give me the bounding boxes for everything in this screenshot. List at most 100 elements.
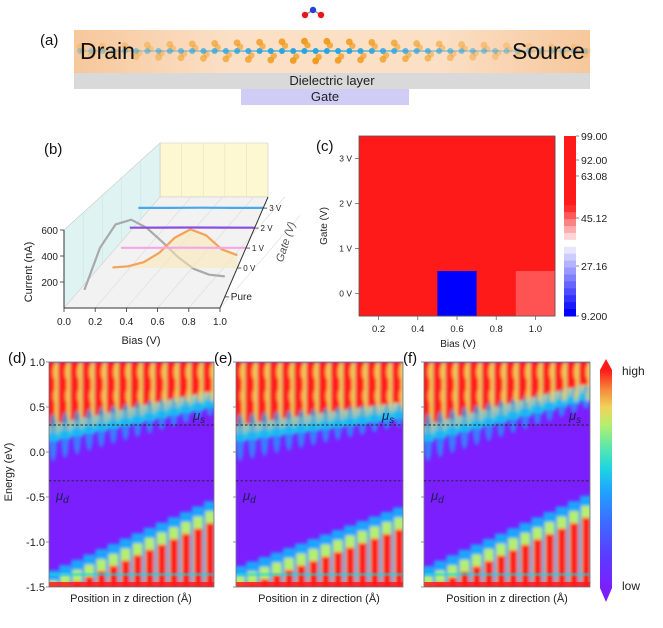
x-tick-label: 0.2 [372, 324, 385, 335]
sulfur-atom [99, 42, 106, 50]
ldos-features [49, 362, 214, 587]
ldos-features [424, 362, 590, 587]
sulfur-atom [491, 53, 499, 61]
colorbar-step [564, 253, 576, 262]
cb-speckle [77, 390, 82, 402]
oxygen-atom [317, 11, 325, 19]
cb-speckle [288, 365, 294, 379]
cb-speckle [288, 390, 293, 402]
vb-core [545, 534, 554, 587]
cb-speckle [113, 365, 118, 379]
x-tick-label: 0.8 [490, 324, 503, 335]
x-axis-title-f: Position in z direction (Å) [446, 592, 568, 605]
sulfur-atom [143, 41, 151, 49]
cb-dip [272, 411, 281, 454]
colorbar-step [564, 260, 576, 269]
cb-speckle [113, 390, 118, 402]
cb-speckle [586, 390, 590, 402]
oxygen-atom [301, 11, 309, 19]
cb-speckle [427, 365, 433, 379]
vb-mid [259, 567, 270, 587]
cb-speckle [398, 365, 403, 379]
cb-core [236, 362, 242, 426]
colorbar-step [564, 142, 576, 151]
cb-dip [472, 404, 481, 446]
heatmap-cell [515, 136, 556, 182]
cb-speckle [452, 365, 457, 379]
curve-pure [83, 218, 225, 291]
cb-dip [60, 411, 70, 459]
cb-speckle [173, 365, 178, 379]
drain-label: Drain [80, 38, 135, 64]
cb-core [433, 362, 443, 423]
cb-dip [73, 410, 82, 455]
energy-axis-title: Energy (eV) [3, 443, 15, 502]
cb-speckle [52, 365, 58, 379]
vb-core [460, 571, 469, 587]
sulfur-atom [458, 41, 465, 48]
cb-speckle [210, 390, 214, 402]
sulfur-atom [113, 49, 120, 56]
sulfur-atom [293, 53, 300, 60]
cb-dip [145, 400, 154, 434]
panel-b-label: (b) [44, 141, 63, 158]
metal-atom [211, 48, 218, 54]
cb-speckle [64, 365, 70, 379]
cb-core [82, 362, 92, 418]
cb-dip [157, 398, 166, 431]
sulfur-atom [79, 47, 87, 54]
metal-atom [559, 48, 566, 54]
metal-atom [121, 48, 128, 54]
colorbar-low-arrow [600, 588, 612, 602]
cb-core [355, 362, 365, 409]
floor-gridline [94, 196, 192, 309]
cb-core [178, 362, 188, 398]
metal-atom [548, 48, 555, 54]
cb-speckle [428, 390, 432, 402]
cb-speckle [197, 390, 202, 402]
map-frame [235, 361, 404, 588]
metal-atom [481, 48, 487, 54]
cb-speckle [161, 365, 166, 379]
cb-speckle [513, 390, 518, 402]
sulfur-atom [528, 46, 536, 54]
x-axis-title: Bias (V) [121, 335, 160, 347]
cb-speckle [585, 365, 590, 379]
cb-core [579, 362, 588, 385]
z-tick-label: 2 V [261, 224, 274, 233]
sulfur-atom [435, 40, 443, 48]
cb-speckle [349, 365, 355, 379]
cb-speckle [301, 390, 306, 402]
ldos-features [236, 362, 403, 587]
heatmap-cell [437, 136, 478, 182]
cb-speckle [240, 390, 244, 402]
vb-core [157, 544, 167, 587]
metal-atom [144, 48, 151, 54]
cb-speckle [386, 390, 391, 402]
heatmap-cell [437, 181, 478, 227]
colorbar-step [564, 205, 576, 213]
y-tick-label: -1.0 [26, 537, 45, 549]
cb-core [379, 362, 389, 405]
cb-speckle [264, 390, 269, 402]
sulfur-atom [503, 42, 510, 50]
cb-speckle [573, 390, 578, 402]
colorbar-step [564, 302, 576, 310]
metal-atom [178, 48, 184, 54]
y-tick-label: 0.5 [30, 402, 45, 414]
colorbar-step [564, 274, 576, 282]
y-axis-title: Current (nA) [23, 242, 35, 303]
vb-core [395, 529, 403, 587]
vb-core [569, 523, 579, 587]
cb-speckle [149, 365, 154, 379]
cb-speckle [362, 390, 367, 402]
vb-core [582, 517, 590, 587]
x-axis-title-e: Position in z direction (Å) [258, 592, 380, 605]
vb-core [321, 556, 331, 587]
cb-dip [49, 413, 58, 462]
cb-core [493, 362, 503, 407]
vb-core [533, 539, 542, 587]
x-tick-label: 0.4 [119, 317, 133, 328]
y-axis-title: Gate (V) [319, 207, 330, 245]
